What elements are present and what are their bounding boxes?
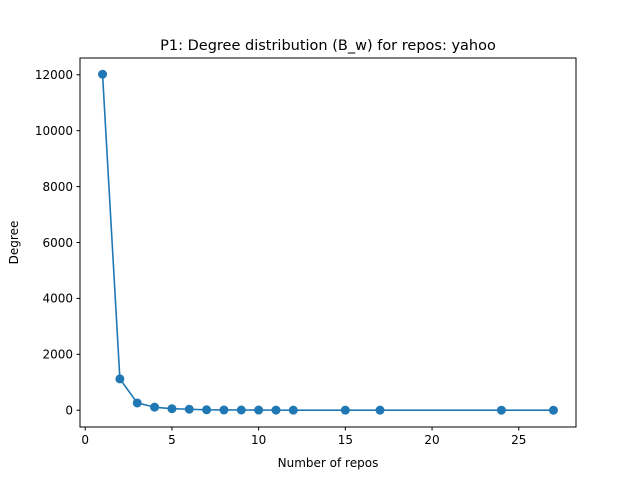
x-axis-label: Number of repos [278, 456, 379, 470]
y-tick-label: 6000 [42, 236, 73, 250]
y-tick-label: 2000 [42, 348, 73, 362]
data-point [375, 405, 385, 415]
y-axis-label: Degree [7, 221, 21, 265]
y-tick-label: 8000 [42, 180, 73, 194]
y-tick-label: 0 [65, 404, 73, 418]
data-point [548, 405, 558, 415]
x-tick-label: 0 [81, 433, 89, 447]
series-line [101, 74, 554, 411]
data-point [202, 405, 212, 415]
x-tick-label: 10 [251, 433, 266, 447]
y-tick-label: 4000 [42, 292, 73, 306]
data-point [288, 405, 298, 415]
x-tick-label: 25 [511, 433, 526, 447]
plot-frame [79, 57, 577, 428]
data-point [254, 405, 264, 415]
data-point [236, 405, 246, 415]
data-point [115, 374, 125, 384]
data-point [219, 405, 229, 415]
y-tick-label: 10000 [35, 124, 73, 138]
y-axis: 0 2000 4000 6000 8000 10000 12000 [35, 68, 80, 418]
x-tick-label: 5 [168, 433, 176, 447]
data-point [132, 398, 142, 408]
data-point [271, 405, 281, 415]
y-tick-label: 12000 [35, 68, 73, 82]
data-point [150, 402, 160, 412]
data-point [340, 405, 350, 415]
x-tick-label: 15 [338, 433, 353, 447]
data-point [167, 404, 177, 414]
data-point [496, 405, 506, 415]
data-point [98, 69, 108, 79]
plot-series [98, 69, 558, 415]
x-tick-label: 20 [424, 433, 439, 447]
data-point [184, 404, 194, 414]
chart-title: P1: Degree distribution (B_w) for repos:… [160, 38, 496, 54]
x-axis: 0 5 10 15 20 25 [81, 427, 526, 447]
